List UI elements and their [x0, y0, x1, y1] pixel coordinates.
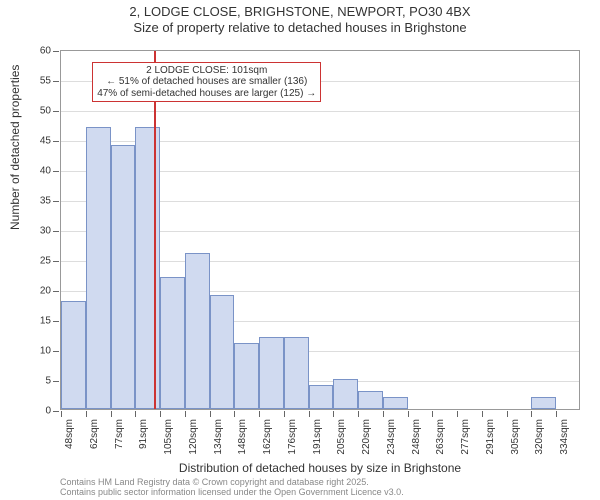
histogram-bar — [383, 397, 408, 409]
x-tick-label: 220sqm — [361, 419, 372, 455]
x-tick-label: 48sqm — [64, 419, 75, 449]
x-tick — [61, 411, 62, 417]
y-tick-label: 20 — [26, 286, 51, 297]
x-tick — [160, 411, 161, 417]
y-tick — [53, 141, 59, 142]
histogram-bar — [234, 343, 259, 409]
x-tick — [556, 411, 557, 417]
annotation-line-2: ← 51% of detached houses are smaller (13… — [97, 76, 316, 88]
y-tick — [53, 291, 59, 292]
x-tick — [358, 411, 359, 417]
x-tick-label: 148sqm — [237, 419, 248, 455]
x-tick-label: 191sqm — [312, 419, 323, 455]
x-tick — [383, 411, 384, 417]
y-tick-label: 45 — [26, 136, 51, 147]
x-tick-label: 134sqm — [213, 419, 224, 455]
y-tick-label: 15 — [26, 316, 51, 327]
y-tick-label: 0 — [26, 406, 51, 417]
x-tick — [234, 411, 235, 417]
x-tick-label: 277sqm — [460, 419, 471, 455]
x-tick — [457, 411, 458, 417]
y-tick — [53, 111, 59, 112]
x-tick-label: 205sqm — [336, 419, 347, 455]
y-tick — [53, 411, 59, 412]
x-tick — [284, 411, 285, 417]
x-tick-label: 334sqm — [559, 419, 570, 455]
histogram-bar — [210, 295, 235, 409]
x-axis-label: Distribution of detached houses by size … — [60, 461, 580, 475]
y-tick-label: 5 — [26, 376, 51, 387]
y-tick-label: 30 — [26, 226, 51, 237]
footer-line-2: Contains public sector information licen… — [60, 488, 580, 498]
histogram-bar — [259, 337, 284, 409]
y-tick — [53, 231, 59, 232]
histogram-bar — [531, 397, 556, 409]
x-tick — [408, 411, 409, 417]
x-tick-label: 105sqm — [163, 419, 174, 455]
title-line-2: Size of property relative to detached ho… — [0, 20, 600, 36]
x-tick-label: 91sqm — [138, 419, 149, 449]
x-tick — [210, 411, 211, 417]
reference-line — [154, 51, 156, 409]
histogram-bar — [333, 379, 358, 409]
x-tick-label: 176sqm — [287, 419, 298, 455]
x-tick-label: 305sqm — [510, 419, 521, 455]
histogram-bar — [284, 337, 309, 409]
y-tick — [53, 351, 59, 352]
y-axis-label: Number of detached properties — [8, 65, 22, 230]
x-tick — [432, 411, 433, 417]
x-tick — [185, 411, 186, 417]
x-tick-label: 291sqm — [485, 419, 496, 455]
annotation-line-3: 47% of semi-detached houses are larger (… — [97, 88, 316, 100]
x-tick — [111, 411, 112, 417]
histogram-bar — [135, 127, 160, 409]
x-tick-label: 62sqm — [89, 419, 100, 449]
y-tick — [53, 81, 59, 82]
histogram-bar — [111, 145, 136, 409]
annotation-line-1: 2 LODGE CLOSE: 101sqm — [97, 65, 316, 77]
x-tick-label: 263sqm — [435, 419, 446, 455]
x-tick — [333, 411, 334, 417]
x-tick — [482, 411, 483, 417]
y-tick — [53, 171, 59, 172]
y-tick-label: 40 — [26, 166, 51, 177]
x-tick-label: 248sqm — [411, 419, 422, 455]
footer: Contains HM Land Registry data © Crown c… — [60, 478, 580, 498]
x-tick-label: 320sqm — [534, 419, 545, 455]
x-tick — [86, 411, 87, 417]
y-tick — [53, 261, 59, 262]
histogram-bar — [185, 253, 210, 409]
y-tick — [53, 201, 59, 202]
x-tick-label: 234sqm — [386, 419, 397, 455]
histogram-bar — [160, 277, 185, 409]
y-tick-label: 50 — [26, 106, 51, 117]
y-tick-label: 55 — [26, 76, 51, 87]
x-tick — [135, 411, 136, 417]
y-tick-label: 35 — [26, 196, 51, 207]
x-tick — [259, 411, 260, 417]
y-tick — [53, 51, 59, 52]
histogram-bar — [358, 391, 383, 409]
x-tick — [507, 411, 508, 417]
title-line-1: 2, LODGE CLOSE, BRIGHSTONE, NEWPORT, PO3… — [0, 4, 600, 20]
histogram-bar — [61, 301, 86, 409]
x-tick-label: 120sqm — [188, 419, 199, 455]
gridline — [61, 111, 579, 112]
histogram-bar — [86, 127, 111, 409]
chart-container: 2, LODGE CLOSE, BRIGHSTONE, NEWPORT, PO3… — [0, 0, 600, 500]
y-tick-label: 10 — [26, 346, 51, 357]
x-tick-label: 77sqm — [114, 419, 125, 449]
y-tick — [53, 321, 59, 322]
plot-area: 2 LODGE CLOSE: 101sqm ← 51% of detached … — [60, 50, 580, 410]
y-tick-label: 60 — [26, 46, 51, 57]
x-tick-label: 162sqm — [262, 419, 273, 455]
title-block: 2, LODGE CLOSE, BRIGHSTONE, NEWPORT, PO3… — [0, 0, 600, 35]
x-tick — [309, 411, 310, 417]
histogram-bar — [309, 385, 334, 409]
y-tick-label: 25 — [26, 256, 51, 267]
x-tick — [531, 411, 532, 417]
annotation-box: 2 LODGE CLOSE: 101sqm ← 51% of detached … — [92, 62, 321, 103]
y-tick — [53, 381, 59, 382]
